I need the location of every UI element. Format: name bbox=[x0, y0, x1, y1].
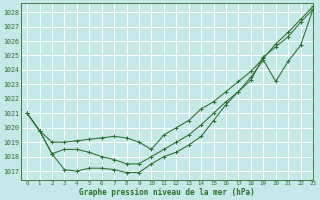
X-axis label: Graphe pression niveau de la mer (hPa): Graphe pression niveau de la mer (hPa) bbox=[79, 188, 255, 197]
